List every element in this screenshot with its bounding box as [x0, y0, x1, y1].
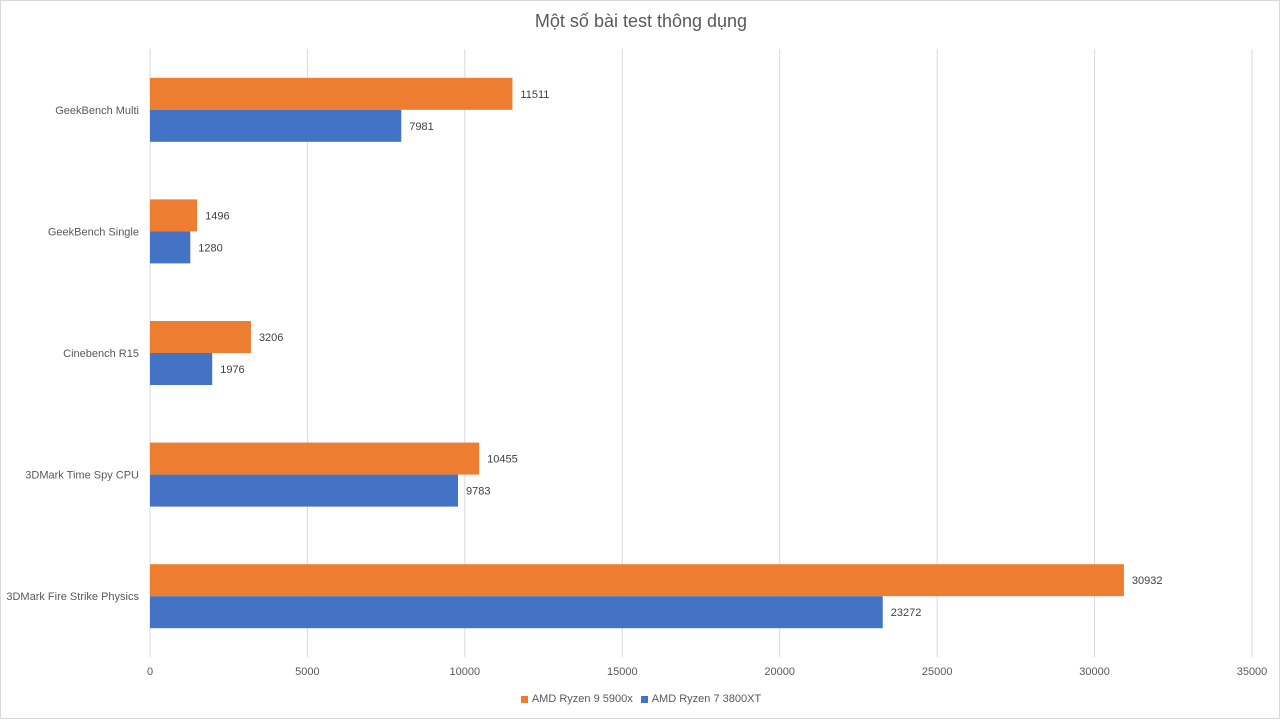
- x-tick-label: 35000: [1237, 666, 1268, 678]
- bar-geekbench-multi-series-1: [150, 109, 402, 142]
- category-label-geekbench-multi: GeekBench Multi: [55, 105, 139, 117]
- bar-geekbench-multi-series-0: [150, 77, 513, 110]
- bar-3dmark-time-spy-cpu-series-1: [150, 474, 459, 507]
- legend-swatch: [520, 695, 528, 703]
- data-label: 23272: [891, 607, 922, 619]
- data-label: 1976: [220, 364, 244, 376]
- data-label: 1280: [198, 242, 222, 254]
- bar-3dmark-time-spy-cpu-series-0: [150, 442, 480, 475]
- category-label-geekbench-single: GeekBench Single: [48, 226, 139, 238]
- category-label-3dmark-fire-strike-physics: 3DMark Fire Strike Physics: [6, 591, 139, 603]
- bar-3dmark-fire-strike-physics-series-0: [150, 564, 1124, 597]
- legend-item-series-0: AMD Ryzen 9 5900x: [520, 693, 633, 705]
- x-tick-label: 25000: [922, 666, 953, 678]
- category-label-cinebench-r15: Cinebench R15: [63, 348, 139, 360]
- x-tick-label: 20000: [764, 666, 795, 678]
- data-label: 10455: [487, 454, 518, 466]
- x-tick-label: 15000: [607, 666, 638, 678]
- legend-label: AMD Ryzen 7 3800XT: [651, 693, 762, 705]
- chart-title: Một số bài test thông dụng: [534, 11, 748, 31]
- bar-3dmark-fire-strike-physics-series-1: [150, 596, 883, 629]
- data-label: 3206: [259, 332, 283, 344]
- legend-item-series-1: AMD Ryzen 7 3800XT: [640, 693, 762, 705]
- data-label: 7981: [409, 121, 433, 133]
- bar-cinebench-r15-series-1: [150, 353, 213, 385]
- data-label: 9783: [466, 486, 490, 498]
- x-tick-label: 30000: [1079, 666, 1110, 678]
- x-tick-label: 10000: [450, 666, 481, 678]
- data-label: 30932: [1132, 575, 1163, 587]
- bar-geekbench-single-series-1: [150, 231, 191, 264]
- bar-cinebench-r15-series-0: [150, 321, 251, 353]
- legend-swatch: [640, 695, 648, 703]
- category-label-3dmark-time-spy-cpu: 3DMark Time Spy CPU: [25, 470, 139, 482]
- bar-geekbench-single-series-0: [150, 199, 198, 232]
- chart-legend: AMD Ryzen 9 5900x AMD Ryzen 7 3800XT: [1, 693, 1280, 706]
- x-tick-label: 5000: [295, 666, 319, 678]
- legend-label: AMD Ryzen 9 5900x: [531, 693, 633, 705]
- data-label: 1496: [205, 210, 229, 222]
- data-label: 11511: [520, 89, 549, 101]
- x-tick-label: 0: [147, 666, 153, 678]
